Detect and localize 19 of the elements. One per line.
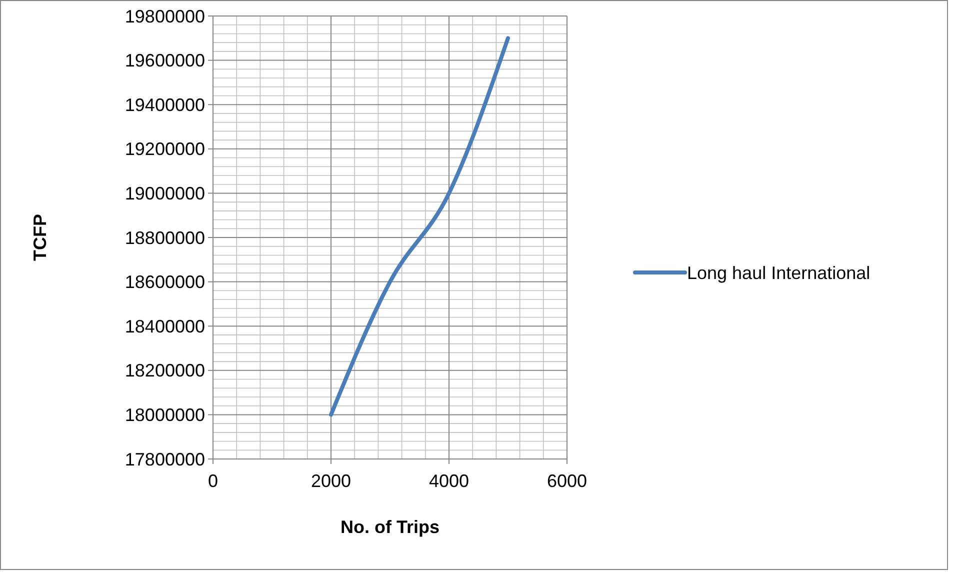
y-tick-label: 19400000 [124,94,205,115]
x-tick-label: 0 [208,471,218,491]
x-tick-label: 4000 [428,471,470,491]
x-axis-title: No. of Trips [340,517,440,537]
y-tick-label: 18400000 [124,316,205,336]
y-tick-label: 19600000 [124,50,205,71]
line-series [329,36,510,417]
y-tick-label: 19800000 [124,6,205,26]
y-tick-label: 18200000 [124,360,205,381]
x-tick-label: 6000 [546,471,588,491]
y-tick-label: 17800000 [124,449,205,470]
y-tick-label: 18800000 [124,228,205,248]
y-tick-label: 19200000 [124,139,205,160]
x-tick-label: 2000 [310,471,352,491]
legend-label: Long haul International [687,262,870,283]
y-axis-title: TCFP [30,214,50,261]
y-tick-label: 18000000 [124,405,205,425]
y-tick-label: 18600000 [124,272,205,292]
y-tick-label: 19000000 [124,184,205,204]
